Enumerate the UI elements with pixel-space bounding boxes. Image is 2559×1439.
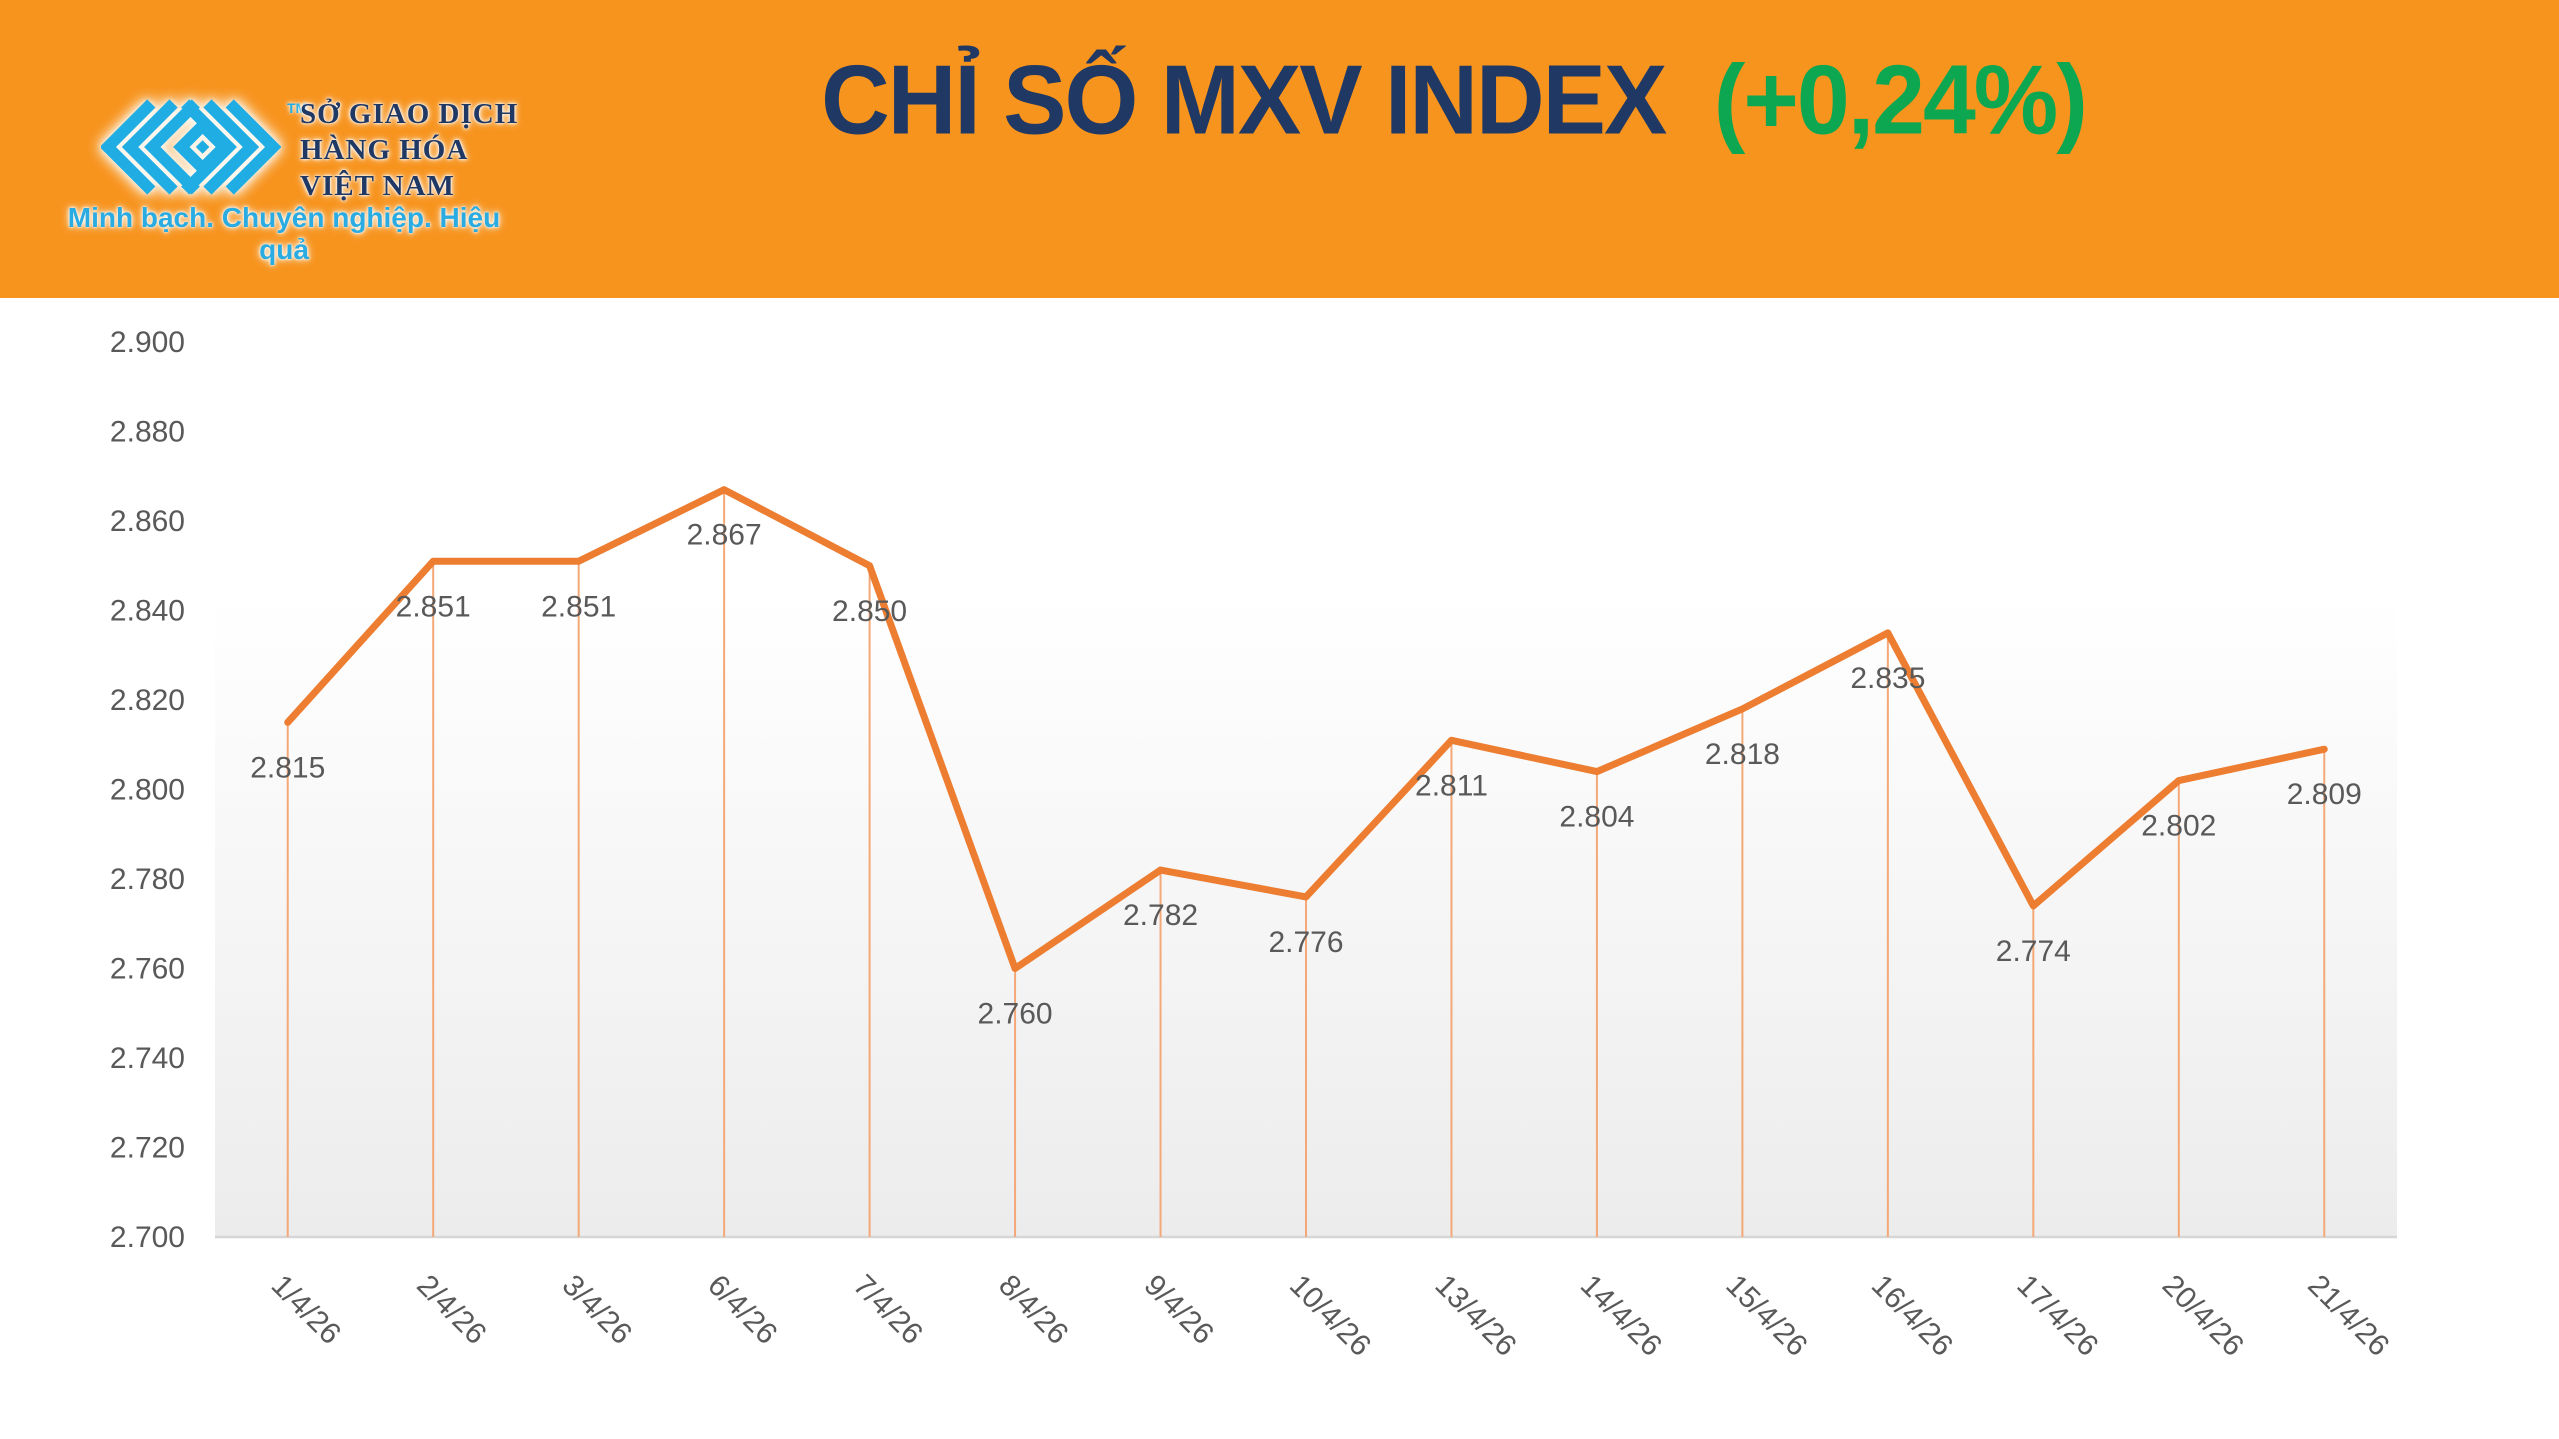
x-axis-date-label: 8/4/26 (992, 1269, 1074, 1351)
point-value-label: 2.782 (1123, 899, 1198, 932)
y-axis-tick-label: 2.800 (110, 774, 185, 807)
logo-tagline: Minh bạch. Chuyên nghiệp. Hiệu quả (67, 202, 501, 265)
y-axis-tick-label: 2.880 (110, 416, 185, 449)
y-axis-tick-label: 2.740 (110, 1042, 185, 1075)
org-name-line-1: SỞ GIAO DỊCH (300, 98, 519, 130)
point-value-label: 2.850 (832, 595, 907, 628)
page-title: CHỈ SỐ MXV INDEX (+0,24%) (0, 44, 2559, 157)
point-value-label: 2.851 (541, 590, 616, 623)
logo-chevron-right-outer (225, 99, 282, 195)
point-value-label: 2.851 (396, 590, 471, 623)
logo-center-dot (195, 140, 210, 154)
x-axis-date-label: 1/4/26 (265, 1269, 347, 1351)
x-axis-date-label: 17/4/26 (2010, 1269, 2104, 1363)
point-value-label: 2.809 (2287, 778, 2362, 811)
logo-chevron-right-inner (181, 99, 237, 195)
x-axis-date-label: 9/4/26 (1138, 1269, 1220, 1351)
point-value-label: 2.802 (2141, 810, 2216, 843)
index-line (284, 486, 2328, 972)
x-axis-date-label: 10/4/26 (1283, 1269, 1377, 1363)
y-axis-tick-label: 2.820 (110, 684, 185, 717)
logo-chevron-left-mid (121, 99, 178, 195)
title-main: CHỈ SỐ MXV INDEX (821, 45, 1667, 156)
y-axis-tick-label: 2.700 (110, 1221, 185, 1254)
x-axis-date-label: 16/4/26 (1865, 1269, 1959, 1363)
logo-chevron-left-outer (99, 99, 156, 195)
mxv-index-line-chart: 2.900 2.880 2.860 2.840 2.820 2.800 2.780 2.760… (110, 326, 2397, 1363)
trademark-symbol: TM (287, 100, 308, 116)
y-axis-tick-label: 2.760 (110, 953, 185, 986)
org-name: SỞ GIAO DỊCH HÀNG HÓA VIỆT NAM (300, 96, 518, 204)
point-value-label: 2.774 (1996, 935, 2071, 968)
logo-chevron-left-inner (144, 99, 200, 195)
point-value-label: 2.760 (978, 998, 1053, 1031)
point-value-label: 2.818 (1705, 738, 1780, 771)
point-value-label: 2.867 (687, 519, 762, 552)
x-axis-date-label: 13/4/26 (1429, 1269, 1523, 1363)
x-axis-date-label: 7/4/26 (847, 1269, 929, 1351)
org-name-line-2: HÀNG HÓA (300, 134, 469, 166)
point-value-label: 2.776 (1268, 926, 1343, 959)
y-axis-tick-label: 2.900 (110, 326, 185, 359)
mxv-logo (99, 99, 282, 195)
x-axis-date-label: 15/4/26 (1719, 1269, 1813, 1363)
y-axis-tick-label: 2.860 (110, 505, 185, 538)
x-axis-date-label: 2/4/26 (410, 1269, 492, 1351)
x-axis-date-label: 21/4/26 (2301, 1269, 2395, 1363)
x-axis-date-label: 3/4/26 (556, 1269, 638, 1351)
header-banner: TM SỞ GIAO DỊCH HÀNG HÓA VIỆT NAM Minh b… (0, 0, 2559, 298)
x-axis-date-label: 6/4/26 (701, 1269, 783, 1351)
logo-chevron-right-mid (203, 99, 260, 195)
mxv-logo-mark (99, 99, 282, 195)
y-axis-tick-label: 2.840 (110, 595, 185, 628)
point-value-label: 2.835 (1850, 662, 1925, 695)
y-axis-tick-label: 2.720 (110, 1132, 185, 1165)
point-value-label: 2.815 (250, 751, 325, 784)
title-change-badge: (+0,24%) (1713, 45, 2088, 156)
x-axis-date-label: 20/4/26 (2156, 1269, 2250, 1363)
point-value-label: 2.804 (1559, 801, 1634, 834)
org-name-line-3: VIỆT NAM (300, 170, 455, 202)
point-value-label: 2.811 (1415, 769, 1488, 802)
x-axis-date-label: 14/4/26 (1574, 1269, 1668, 1363)
y-axis-tick-label: 2.780 (110, 863, 185, 896)
